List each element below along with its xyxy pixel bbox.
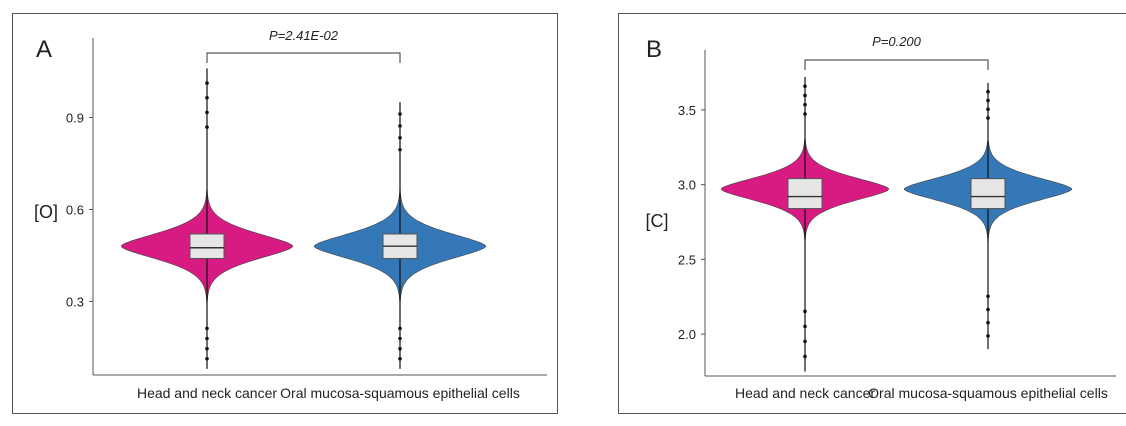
- panel-label: B: [646, 36, 662, 63]
- p-value-annotation: P=2.41E-02: [269, 28, 339, 43]
- y-tick-label: 3.0: [678, 178, 696, 193]
- y-tick-label: 0.3: [66, 294, 84, 309]
- outlier-point: [398, 356, 402, 361]
- violin-head-neck-cancer: [120, 68, 294, 369]
- y-axis-label: [O]: [34, 202, 58, 222]
- significance-bracket: [206, 52, 401, 63]
- outlier-point: [205, 326, 209, 331]
- panel-frame: [12, 13, 558, 414]
- x-tick-label: Oral mucosa-squamous epithelial cells: [868, 385, 1108, 401]
- violin-oral-mucosa: [313, 102, 487, 369]
- outlier-point: [205, 356, 209, 361]
- outlier-point: [986, 116, 990, 120]
- y-tick-label: 3.5: [678, 103, 696, 118]
- panel-a: A [O] 0.3 0.6 0.9 Head and neck cancer Oral mu…: [12, 13, 558, 414]
- outlier-point: [803, 309, 807, 314]
- outlier-point: [398, 346, 402, 351]
- panel-b: B [C] 2.0 2.5 3.0 3.5 Head and neck cancerOral…: [618, 13, 1126, 414]
- outlier-point: [803, 324, 807, 329]
- outlier-point: [205, 336, 209, 341]
- outlier-point: [986, 107, 990, 112]
- outlier-point: [205, 95, 209, 100]
- y-tick-label: 2.5: [678, 252, 696, 267]
- violin-oral-mucosa: [903, 82, 1073, 350]
- y-tick-label: 0.6: [66, 202, 84, 217]
- outlier-point: [205, 125, 209, 129]
- outlier-point: [803, 84, 807, 89]
- outlier-point: [205, 81, 209, 85]
- y-tick-label: 2.0: [678, 327, 696, 342]
- outlier-point: [398, 336, 402, 341]
- outlier-point: [986, 307, 990, 312]
- outlier-point: [803, 93, 807, 98]
- y-axis-label: [C]: [645, 211, 668, 231]
- outlier-point: [986, 89, 990, 94]
- outlier-point: [803, 112, 807, 116]
- x-tick-label: Head and neck cancer: [137, 385, 277, 401]
- outlier-point: [398, 135, 402, 140]
- outlier-point: [803, 354, 807, 359]
- outlier-point: [986, 334, 990, 338]
- panel-frame: [618, 13, 1126, 414]
- p-value-annotation: P=0.200: [872, 34, 922, 49]
- significance-bracket: [804, 59, 989, 70]
- outlier-point: [803, 339, 807, 344]
- x-tick-label: Head and neck cancer: [735, 385, 875, 401]
- outlier-point: [803, 102, 807, 107]
- outlier-point: [986, 320, 990, 325]
- outlier-point: [205, 110, 209, 115]
- y-tick-label: 0.9: [66, 110, 84, 125]
- box-iqr: [787, 178, 823, 210]
- violin-head-neck-cancer: [720, 76, 890, 372]
- outlier-point: [986, 98, 990, 103]
- box-iqr: [970, 178, 1006, 210]
- outlier-point: [986, 294, 990, 299]
- box-iqr: [189, 233, 225, 259]
- outlier-point: [398, 147, 402, 152]
- outlier-point: [398, 326, 402, 331]
- panel-label: A: [36, 36, 52, 63]
- outlier-point: [398, 124, 402, 128]
- outlier-point: [205, 346, 209, 351]
- outlier-point: [398, 112, 402, 116]
- x-tick-label: Oral mucosa-squamous epithelial cells: [280, 385, 520, 401]
